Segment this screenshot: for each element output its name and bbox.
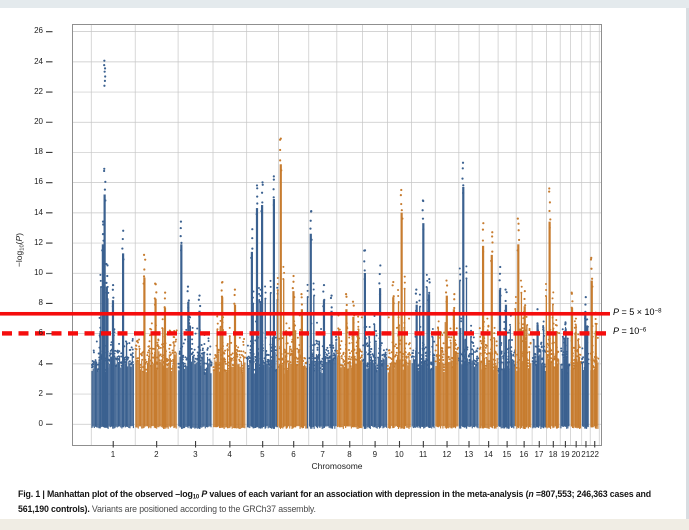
y-tick-label: 8 [38,298,43,308]
x-tick-label: 5 [260,450,265,459]
x-tick-label: 13 [464,450,474,459]
window-top-strip [0,0,689,8]
y-axis-title-text: −log [14,250,24,268]
caption-n-symbol: n [528,489,534,499]
genome-wide-threshold-label: P = 5 × 10−8 [613,307,662,317]
figure-caption: Fig. 1 | Manhattan plot of the observed … [18,488,680,515]
y-tick-label: 10 [34,268,43,277]
y-axis-title-subscript: 10 [19,244,26,251]
x-tick-label: 3 [193,450,198,459]
x-tick-label: 11 [418,450,428,459]
y-tick-label: 6 [38,328,43,338]
x-tick-label: 19 [560,450,570,459]
threshold-value-text: = 10 [619,326,640,336]
x-tick-label: 4 [227,450,232,459]
y-tick-label: 24 [34,56,43,66]
y-tick-label: 26 [34,26,43,36]
x-tick-label: 9 [372,450,378,459]
threshold-p-symbol: P [613,326,620,336]
y-axis-title-p: P [14,235,24,242]
x-tick-label: 10 [394,450,404,459]
y-tick-label: 12 [34,237,43,247]
y-tick-label: 2 [38,388,43,398]
x-tick-label: 6 [291,450,296,459]
manhattan-plot-canvas [0,0,689,480]
x-tick-label: 8 [347,450,352,459]
threshold-p-symbol: P [613,307,620,317]
x-tick-label: 14 [483,450,493,459]
caption-bold-text: Fig. 1 | Manhattan plot of the observed … [18,489,193,499]
x-tick-label: 7 [320,450,325,459]
y-axis-title-close-paren: ) [14,232,24,236]
y-tick-label: 14 [34,207,43,217]
x-tick-label: 17 [534,450,544,459]
suggestive-threshold-label: P = 10−6 [613,326,646,336]
x-tick-label: 22 [590,450,599,459]
caption-bold-text-2: values of each variant for an associatio… [207,489,529,499]
y-tick-label: 18 [34,147,43,157]
x-tick-label: 2 [154,450,159,459]
x-tick-label: 12 [442,450,452,459]
x-tick-label: 15 [502,450,512,459]
caption-bold-text-3: =807,553; 246,363 cases and 561,190 cont… [18,489,651,515]
x-tick-label: 1 [110,450,116,459]
caption-log-subscript: 10 [192,494,200,501]
caption-p-symbol: P [199,489,208,499]
y-tick-label: 20 [34,117,43,126]
threshold-value-text: = 5 × 10 [619,307,655,317]
caption-regular-text: Variants are positioned according to the… [91,504,316,515]
x-axis-title: Chromosome [311,461,363,471]
threshold-exponent: −6 [639,326,647,334]
threshold-exponent: −8 [654,307,662,315]
window-bottom-strip [0,519,689,530]
x-tick-label: 16 [519,450,529,459]
y-tick-label: 22 [34,86,43,96]
x-tick-label: 20 [571,450,581,459]
y-tick-label: 0 [38,419,43,428]
y-tick-label: 4 [38,358,43,368]
x-tick-label: 18 [548,450,558,459]
y-axis-title-open-paren: ( [14,241,24,245]
window-right-strip [686,8,689,530]
x-tick-label: 21 [581,450,591,459]
y-axis-title: −log10(P) [14,214,26,286]
y-tick-label: 16 [34,177,43,187]
